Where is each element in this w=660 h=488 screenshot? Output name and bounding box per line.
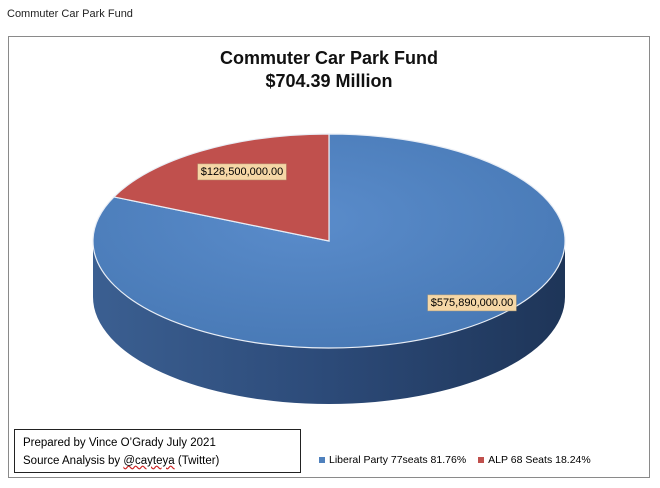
legend-swatch-liberal	[319, 457, 325, 463]
credit-line-source: Source Analysis by @cayteya (Twitter)	[23, 452, 300, 470]
credit-source-suffix: (Twitter)	[174, 455, 220, 467]
chart-subtitle: $704.39 Million	[265, 71, 393, 91]
chart-title: Commuter Car Park Fund	[219, 48, 439, 68]
legend-item-alp: ALP 68 Seats 18.24%	[478, 454, 591, 466]
data-label-1: $128,500,000.00	[201, 166, 284, 178]
data-label-bg-0	[427, 294, 517, 312]
chart-title-block: Commuter Car Park Fund $704.39 Million	[9, 47, 649, 93]
twitter-handle: @cayteya	[123, 455, 175, 467]
chart-legend: Liberal Party 77seats 81.76% ALP 68 Seat…	[319, 454, 591, 466]
chart-frame: Commuter Car Park Fund $704.39 Million $…	[8, 36, 650, 478]
document-title: Commuter Car Park Fund	[7, 8, 133, 20]
legend-swatch-alp	[478, 457, 485, 463]
credit-source-prefix: Source Analysis by	[23, 455, 124, 467]
legend-label-alp: ALP 68 Seats 18.24%	[488, 454, 591, 466]
credit-line-prepared: Prepared by Vince O’Grady July 2021	[23, 437, 216, 449]
data-label-bg-1	[197, 163, 287, 181]
credit-box: Prepared by Vince O’Grady July 2021 Sour…	[14, 429, 301, 473]
data-label-0: $575,890,000.00	[431, 297, 514, 309]
pie-side-0	[93, 241, 565, 404]
pie-slice-1	[112, 133, 330, 242]
pie-chart: $575,890,000.00 $128,500,000.00	[92, 133, 566, 404]
legend-label-liberal: Liberal Party 77seats 81.76%	[329, 454, 467, 466]
legend-item-liberal: Liberal Party 77seats 81.76%	[319, 454, 466, 466]
